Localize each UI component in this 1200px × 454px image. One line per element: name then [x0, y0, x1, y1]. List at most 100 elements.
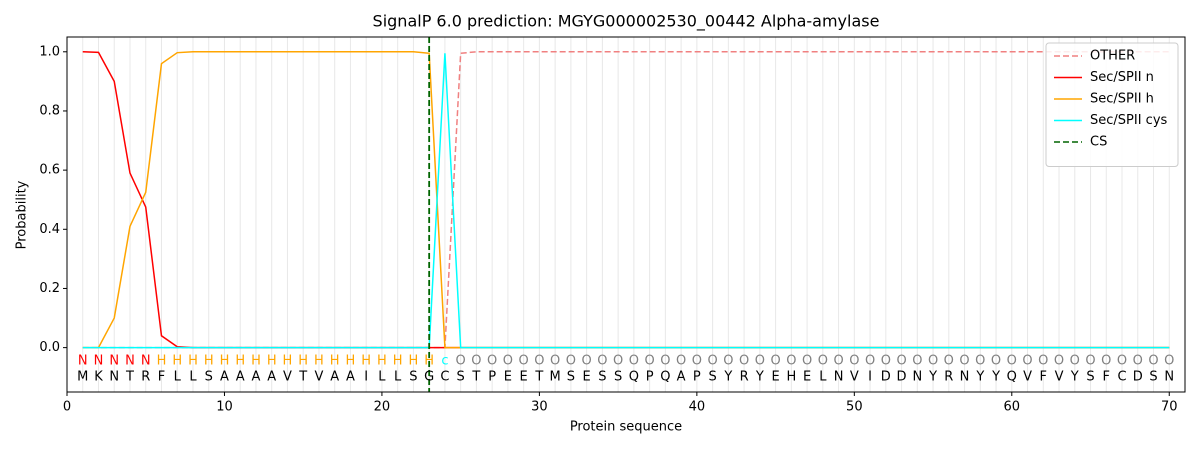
- region-label: c: [441, 354, 448, 369]
- region-label: O: [1148, 354, 1158, 369]
- y-tick-label: 0.6: [39, 163, 60, 178]
- legend-label: Sec/SPII h: [1090, 92, 1154, 107]
- residue-label: P: [693, 370, 701, 385]
- legend-label: CS: [1090, 135, 1107, 150]
- series-line: [82, 51, 1170, 349]
- residue-label: Q: [629, 370, 639, 385]
- region-label: O: [597, 354, 607, 369]
- residue-label: R: [740, 370, 749, 385]
- region-label: H: [172, 354, 182, 369]
- region-label: O: [487, 354, 497, 369]
- region-label: H: [188, 354, 198, 369]
- region-label: H: [361, 354, 371, 369]
- region-label: O: [1117, 354, 1127, 369]
- region-label: O: [865, 354, 875, 369]
- residue-label: I: [364, 370, 368, 385]
- legend-label: Sec/SPII cys: [1090, 113, 1168, 128]
- residue-label: E: [583, 370, 591, 385]
- region-label: N: [78, 354, 88, 369]
- residue-label: S: [614, 370, 622, 385]
- region-label: H: [235, 354, 245, 369]
- x-tick-label: 40: [689, 400, 706, 415]
- residue-label: N: [1164, 370, 1174, 385]
- region-label: O: [849, 354, 859, 369]
- y-tick-label: 0.8: [39, 103, 60, 118]
- region-label: O: [881, 354, 891, 369]
- region-label: O: [1054, 354, 1064, 369]
- residue-label: T: [125, 370, 134, 385]
- series-line: [82, 53, 1170, 349]
- residue-label: K: [94, 370, 103, 385]
- region-label: O: [1133, 354, 1143, 369]
- residue-label: D: [1133, 370, 1143, 385]
- region-label: O: [959, 354, 969, 369]
- y-tick-label: 1.0: [39, 44, 60, 59]
- region-label: O: [1070, 354, 1080, 369]
- region-label: O: [1022, 354, 1032, 369]
- residue-label: I: [868, 370, 872, 385]
- y-axis-label: Probability: [15, 180, 30, 249]
- region-label: O: [755, 354, 765, 369]
- region-label: H: [346, 354, 356, 369]
- residue-label: G: [424, 370, 434, 385]
- region-label: H: [409, 354, 419, 369]
- residue-label: A: [346, 370, 355, 385]
- residue-label: T: [298, 370, 307, 385]
- residue-label: V: [1023, 370, 1032, 385]
- region-label: O: [645, 354, 655, 369]
- region-label: H: [424, 354, 434, 369]
- region-label: N: [94, 354, 104, 369]
- residue-label: S: [1086, 370, 1094, 385]
- residue-label: E: [803, 370, 811, 385]
- residue-label: V: [314, 370, 323, 385]
- residue-label: A: [677, 370, 686, 385]
- region-label: H: [267, 354, 277, 369]
- region-label: O: [550, 354, 560, 369]
- residue-label: L: [189, 370, 197, 385]
- residue-label: P: [646, 370, 654, 385]
- residue-label: V: [283, 370, 292, 385]
- residue-label: R: [141, 370, 150, 385]
- region-label: N: [109, 354, 119, 369]
- region-label: O: [975, 354, 985, 369]
- region-label: O: [896, 354, 906, 369]
- legend-label: OTHER: [1090, 49, 1135, 64]
- region-label: H: [157, 354, 167, 369]
- region-label: O: [503, 354, 513, 369]
- region-label: O: [912, 354, 922, 369]
- residue-label: L: [378, 370, 386, 385]
- residue-label: F: [1103, 370, 1110, 385]
- residue-label: Q: [660, 370, 670, 385]
- y-tick-label: 0.4: [39, 222, 60, 237]
- region-label: O: [707, 354, 717, 369]
- region-label: O: [692, 354, 702, 369]
- region-label: O: [818, 354, 828, 369]
- plot-frame: [66, 36, 1186, 393]
- residue-label: E: [520, 370, 528, 385]
- legend-box: [1045, 42, 1179, 167]
- residue-label: Y: [975, 370, 984, 385]
- residue-label: N: [912, 370, 922, 385]
- residue-label: S: [409, 370, 417, 385]
- y-tick-label: 0.2: [39, 281, 60, 296]
- region-label: O: [1101, 354, 1111, 369]
- x-tick-label: 60: [1004, 400, 1021, 415]
- residue-label: Q: [1007, 370, 1017, 385]
- residue-label: S: [567, 370, 575, 385]
- residue-label: N: [109, 370, 119, 385]
- x-axis-label: Protein sequence: [570, 420, 682, 435]
- residue-label: R: [944, 370, 953, 385]
- region-label: O: [739, 354, 749, 369]
- residue-label: Y: [991, 370, 1000, 385]
- region-label: H: [220, 354, 230, 369]
- residue-label: V: [850, 370, 859, 385]
- residue-label: A: [220, 370, 229, 385]
- residue-label: Y: [723, 370, 732, 385]
- region-label: O: [660, 354, 670, 369]
- residue-label: L: [819, 370, 827, 385]
- region-label: H: [298, 354, 308, 369]
- residue-label: T: [471, 370, 480, 385]
- residue-label: C: [1117, 370, 1126, 385]
- residue-label: M: [550, 370, 561, 385]
